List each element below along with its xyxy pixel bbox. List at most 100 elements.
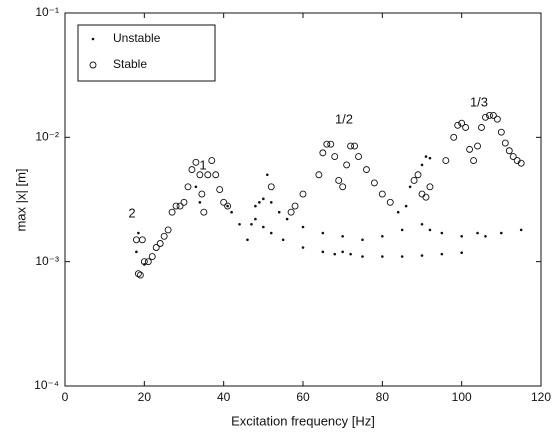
data-point xyxy=(138,236,146,244)
x-tick-label: 40 xyxy=(217,390,231,404)
annotation: 2 xyxy=(128,205,135,220)
data-point xyxy=(140,258,148,266)
data-point xyxy=(224,202,232,210)
data-point xyxy=(478,124,485,131)
data-point xyxy=(246,238,249,242)
data-point xyxy=(194,185,198,189)
data-point xyxy=(262,197,265,201)
data-point xyxy=(220,198,228,206)
data-point xyxy=(381,234,384,238)
data-point xyxy=(500,231,503,235)
data-point xyxy=(440,231,444,235)
x-tick-label: 60 xyxy=(296,390,310,404)
data-point xyxy=(450,133,458,141)
x-tick-label: 80 xyxy=(376,390,390,404)
y-tick-label: 10⁻³ xyxy=(35,254,59,268)
x-tick-label: 120 xyxy=(531,390,551,404)
data-point xyxy=(258,201,261,204)
data-point xyxy=(440,252,444,256)
legend-marker xyxy=(91,37,95,41)
data-point xyxy=(319,149,327,157)
data-point xyxy=(204,171,212,179)
data-point xyxy=(192,158,200,166)
data-point xyxy=(287,208,295,216)
data-point xyxy=(226,204,229,208)
y-axis-label: max |x| [m] xyxy=(13,168,28,231)
data-point xyxy=(400,255,404,258)
data-point xyxy=(136,271,144,279)
data-point xyxy=(168,208,176,216)
data-point xyxy=(152,244,160,251)
data-point xyxy=(230,210,233,214)
data-point xyxy=(339,183,347,191)
data-point xyxy=(212,171,220,179)
data-point xyxy=(458,119,466,127)
data-point xyxy=(269,201,273,204)
legend-label: Stable xyxy=(113,57,147,71)
data-point xyxy=(321,231,325,235)
data-point xyxy=(482,113,489,121)
data-point xyxy=(489,111,497,119)
y-tick-label: 10⁻⁴ xyxy=(34,378,59,392)
data-point xyxy=(428,228,432,232)
data-point xyxy=(341,250,344,254)
data-point xyxy=(484,234,487,238)
x-tick-label: 100 xyxy=(452,390,472,404)
data-point xyxy=(160,232,168,240)
data-point xyxy=(400,228,404,232)
legend-label: Unstable xyxy=(113,31,161,45)
data-point xyxy=(196,171,204,179)
data-point xyxy=(347,142,355,150)
data-point xyxy=(501,139,509,147)
data-point xyxy=(420,222,424,226)
data-point xyxy=(198,201,202,204)
x-axis-label: Excitation frequency [Hz] xyxy=(231,413,375,428)
data-point xyxy=(135,250,138,254)
data-point xyxy=(378,190,386,198)
data-point xyxy=(285,217,289,221)
data-point xyxy=(424,155,428,158)
annotation: 1 xyxy=(199,157,206,172)
data-point xyxy=(497,128,505,136)
data-point xyxy=(144,258,152,266)
data-point xyxy=(333,252,337,256)
data-point xyxy=(460,251,463,255)
data-point xyxy=(315,171,323,179)
data-point xyxy=(323,140,331,148)
data-point xyxy=(363,166,370,174)
data-point xyxy=(485,111,493,119)
data-point xyxy=(331,153,339,161)
data-point xyxy=(505,147,513,155)
data-point xyxy=(428,156,432,160)
data-point xyxy=(277,210,281,214)
data-point xyxy=(180,198,188,206)
data-point xyxy=(164,226,172,234)
data-point xyxy=(208,157,216,165)
data-point xyxy=(291,202,299,210)
data-point xyxy=(267,183,275,191)
data-point xyxy=(474,142,481,150)
data-point xyxy=(422,193,430,201)
data-point xyxy=(254,217,257,221)
data-point xyxy=(517,159,525,167)
data-point xyxy=(327,140,335,148)
data-point xyxy=(184,183,192,191)
legend-marker xyxy=(89,61,97,69)
y-tick-label: 10⁻¹ xyxy=(35,5,59,19)
data-point xyxy=(269,231,273,235)
data-point xyxy=(442,157,450,165)
data-point xyxy=(216,186,224,194)
data-point xyxy=(134,270,142,278)
data-point xyxy=(266,173,269,177)
data-point xyxy=(418,190,426,198)
annotation: 1/3 xyxy=(470,94,488,109)
data-point xyxy=(188,166,196,174)
data-point xyxy=(198,190,206,198)
data-point xyxy=(404,204,408,208)
data-point xyxy=(460,234,463,238)
data-point xyxy=(414,171,422,179)
data-point xyxy=(420,163,424,167)
data-point xyxy=(156,240,164,247)
data-point xyxy=(335,177,343,184)
